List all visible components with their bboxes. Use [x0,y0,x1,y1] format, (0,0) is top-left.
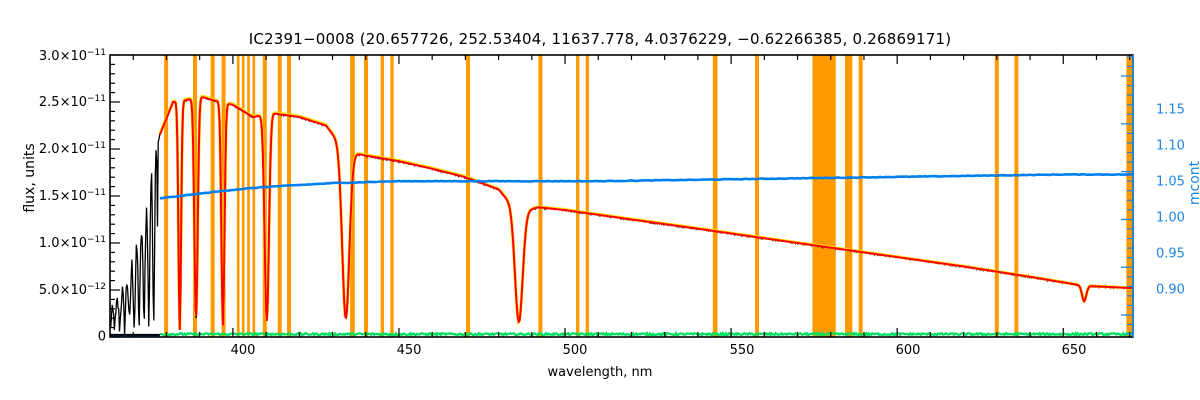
x-axis-label: wavelength, nm [547,365,653,380]
y-tick-right-3: 1.05 [1156,174,1185,190]
y-tick-left-1: 5.0×10−12 [38,281,106,299]
model-fit-trace [158,94,1133,330]
axis-frame [109,54,1134,338]
y-tick-right-0: 0.90 [1156,282,1185,298]
y-tick-left-2: 1.0×10−11 [38,234,106,252]
masked-region-bands [164,55,1133,337]
y-tick-left-0: 0 [97,329,106,345]
x-tick-0: 400 [230,343,256,358]
y-tick-left-4: 2.0×10−11 [38,140,106,158]
y-tick-right-1: 0.95 [1156,246,1185,262]
y-tick-left-5: 2.5×10−11 [38,93,106,111]
x-tick-2: 500 [562,343,588,358]
page-title: IC2391−0008 (20.657726, 252.53404, 11637… [248,30,952,48]
x-tick-3: 550 [729,343,755,358]
residual-trace [110,330,1133,337]
y-tick-right-2: 1.00 [1156,210,1185,226]
y-tick-right-4: 1.10 [1156,138,1185,154]
x-tick-1: 450 [396,343,422,358]
x-tick-5: 650 [1061,343,1087,358]
y-tick-right-5: 1.15 [1156,102,1185,118]
y-tick-left-6: 3.0×10−11 [38,47,106,65]
x-tick-4: 600 [895,343,921,358]
y-tick-left-3: 1.5×10−11 [38,187,106,205]
